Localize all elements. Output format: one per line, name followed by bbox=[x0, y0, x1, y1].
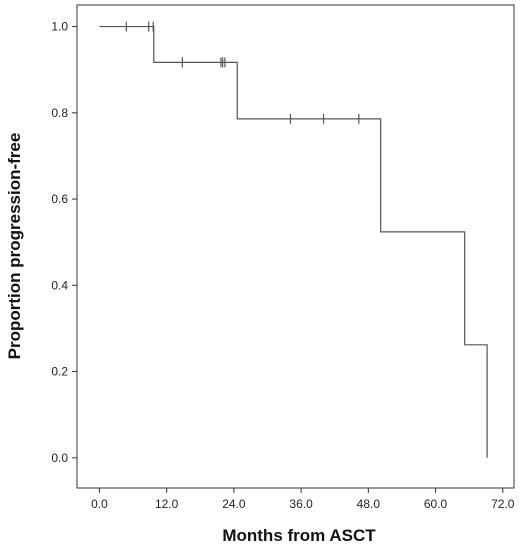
y-tick-label: 0.2 bbox=[51, 365, 68, 379]
y-tick-label: 0.4 bbox=[51, 278, 68, 292]
y-axis: 0.0 0.2 0.4 0.6 0.8 1.0 bbox=[51, 20, 77, 465]
censor-marks bbox=[125, 21, 360, 124]
x-tick-label: 60.0 bbox=[424, 497, 448, 511]
x-tick-label: 12.0 bbox=[155, 497, 179, 511]
y-tick-label: 0.6 bbox=[51, 192, 68, 206]
y-tick-label: 0.0 bbox=[51, 451, 68, 465]
y-tick-label: 1.0 bbox=[51, 20, 68, 34]
x-axis-title: Months from ASCT bbox=[222, 526, 376, 545]
x-tick-label: 36.0 bbox=[289, 497, 313, 511]
survival-curve bbox=[99, 25, 488, 458]
x-tick-label: 0.0 bbox=[91, 497, 108, 511]
plot-frame bbox=[76, 4, 515, 489]
x-axis: 0.0 12.0 24.0 36.0 48.0 60.0 72.0 bbox=[91, 488, 515, 511]
y-tick-label: 0.8 bbox=[51, 106, 68, 120]
y-axis-title: Proportion progression-free bbox=[5, 133, 24, 360]
x-tick-label: 72.0 bbox=[491, 497, 515, 511]
x-tick-label: 24.0 bbox=[222, 497, 246, 511]
x-tick-label: 48.0 bbox=[357, 497, 381, 511]
